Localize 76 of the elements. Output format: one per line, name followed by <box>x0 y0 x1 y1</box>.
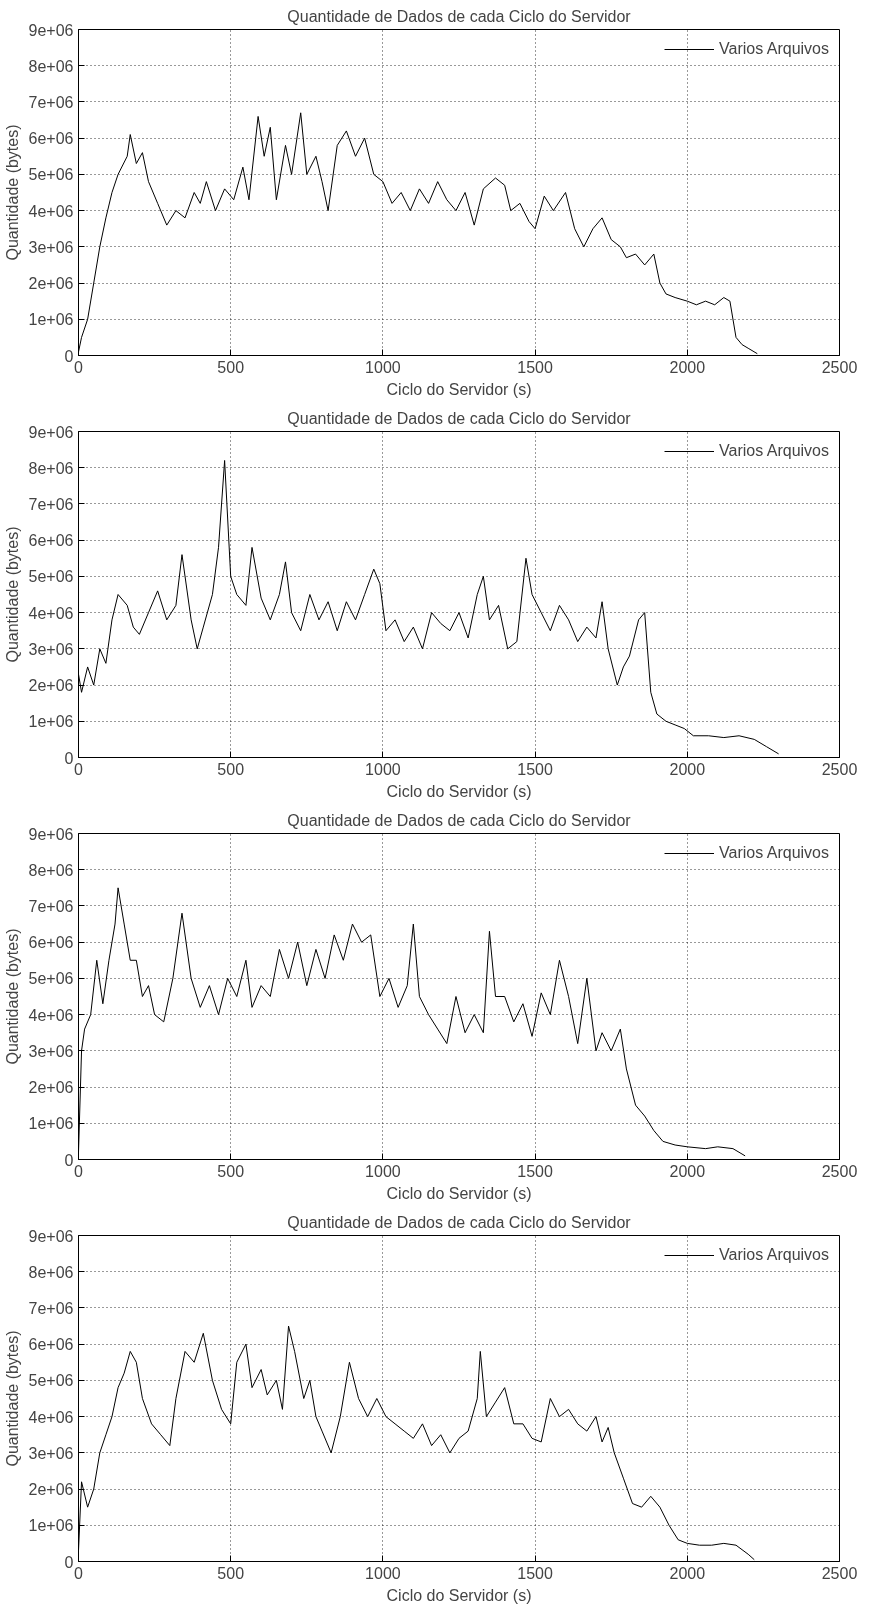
y-tick-label: 3e+06 <box>28 1042 74 1060</box>
y-tick-label: 1e+06 <box>28 1115 74 1133</box>
legend-label: Varios Arquivos <box>719 1246 829 1264</box>
x-tick-label: 1000 <box>365 760 401 778</box>
chart-title: Quantidade de Dados de cada Ciclo do Servidor <box>287 409 632 427</box>
y-tick-label: 1e+06 <box>28 713 74 731</box>
x-tick-label: 500 <box>217 1564 245 1582</box>
y-tick-label: 0 <box>64 749 74 767</box>
chart-title: Quantidade de Dados de cada Ciclo do Servidor <box>287 811 632 829</box>
legend-label: Varios Arquivos <box>719 40 829 58</box>
y-axis-title: Quantidade (bytes) <box>3 124 21 261</box>
y-tick-label: 0 <box>64 1553 74 1571</box>
x-tick-label: 1500 <box>517 760 553 778</box>
x-axis-title: Ciclo do Servidor (s) <box>386 1586 532 1604</box>
y-tick-label: 6e+06 <box>28 1336 74 1354</box>
y-tick-label: 3e+06 <box>28 1444 74 1462</box>
y-tick-label: 5e+06 <box>28 970 74 988</box>
y-axis-title: Quantidade (bytes) <box>3 1330 21 1467</box>
x-tick-label: 2500 <box>821 358 858 376</box>
y-axis-title: Quantidade (bytes) <box>3 526 21 663</box>
y-tick-label: 8e+06 <box>28 459 74 477</box>
legend-label: Varios Arquivos <box>719 442 829 460</box>
y-tick-label: 4e+06 <box>28 1408 74 1426</box>
y-tick-label: 6e+06 <box>28 130 74 148</box>
x-tick-label: 2500 <box>821 1162 858 1180</box>
y-tick-label: 5e+06 <box>28 1372 74 1390</box>
y-tick-label: 5e+06 <box>28 568 74 586</box>
chart-title: Quantidade de Dados de cada Ciclo do Servidor <box>287 1213 632 1231</box>
x-tick-label: 2000 <box>669 1564 706 1582</box>
y-tick-label: 4e+06 <box>28 604 74 622</box>
x-tick-label: 1000 <box>365 1162 401 1180</box>
y-tick-label: 7e+06 <box>28 1299 74 1317</box>
y-tick-label: 3e+06 <box>28 238 74 256</box>
x-tick-label: 500 <box>217 1162 245 1180</box>
x-tick-label: 2000 <box>669 1162 706 1180</box>
y-tick-label: 8e+06 <box>28 861 74 879</box>
y-tick-label: 0 <box>64 347 74 365</box>
x-tick-label: 2000 <box>669 760 706 778</box>
y-tick-label: 6e+06 <box>28 532 74 550</box>
y-tick-label: 2e+06 <box>28 677 74 695</box>
x-tick-label: 1000 <box>365 358 401 376</box>
x-tick-label: 1500 <box>517 1564 553 1582</box>
y-tick-label: 3e+06 <box>28 640 74 658</box>
x-tick-label: 1500 <box>517 358 553 376</box>
y-tick-label: 6e+06 <box>28 934 74 952</box>
x-tick-label: 2500 <box>821 1564 858 1582</box>
y-tick-label: 4e+06 <box>28 202 74 220</box>
y-tick-label: 9e+06 <box>28 1227 74 1245</box>
y-tick-label: 9e+06 <box>28 21 74 39</box>
x-tick-label: 1500 <box>517 1162 553 1180</box>
y-tick-label: 9e+06 <box>28 423 74 441</box>
legend-label: Varios Arquivos <box>719 844 829 862</box>
y-tick-label: 7e+06 <box>28 897 74 915</box>
y-tick-label: 5e+06 <box>28 166 74 184</box>
y-tick-label: 7e+06 <box>28 495 74 513</box>
y-axis-title: Quantidade (bytes) <box>3 928 21 1065</box>
y-tick-label: 4e+06 <box>28 1006 74 1024</box>
x-tick-label: 2500 <box>821 760 858 778</box>
y-tick-label: 1e+06 <box>28 1517 74 1535</box>
x-tick-label: 500 <box>217 760 245 778</box>
x-axis-title: Ciclo do Servidor (s) <box>386 1184 532 1202</box>
y-tick-label: 2e+06 <box>28 275 74 293</box>
y-tick-label: 2e+06 <box>28 1079 74 1097</box>
x-tick-label: 1000 <box>365 1564 401 1582</box>
chart-title: Quantidade de Dados de cada Ciclo do Servidor <box>287 7 632 25</box>
y-tick-label: 1e+06 <box>28 311 74 329</box>
y-tick-label: 2e+06 <box>28 1481 74 1499</box>
y-tick-label: 9e+06 <box>28 825 74 843</box>
y-tick-label: 8e+06 <box>28 1263 74 1281</box>
x-tick-label: 2000 <box>669 358 706 376</box>
x-axis-title: Ciclo do Servidor (s) <box>386 782 532 800</box>
x-tick-label: 500 <box>217 358 245 376</box>
x-axis-title: Ciclo do Servidor (s) <box>386 380 532 398</box>
y-tick-label: 8e+06 <box>28 57 74 75</box>
y-tick-label: 0 <box>64 1151 74 1169</box>
y-tick-label: 7e+06 <box>28 93 74 111</box>
